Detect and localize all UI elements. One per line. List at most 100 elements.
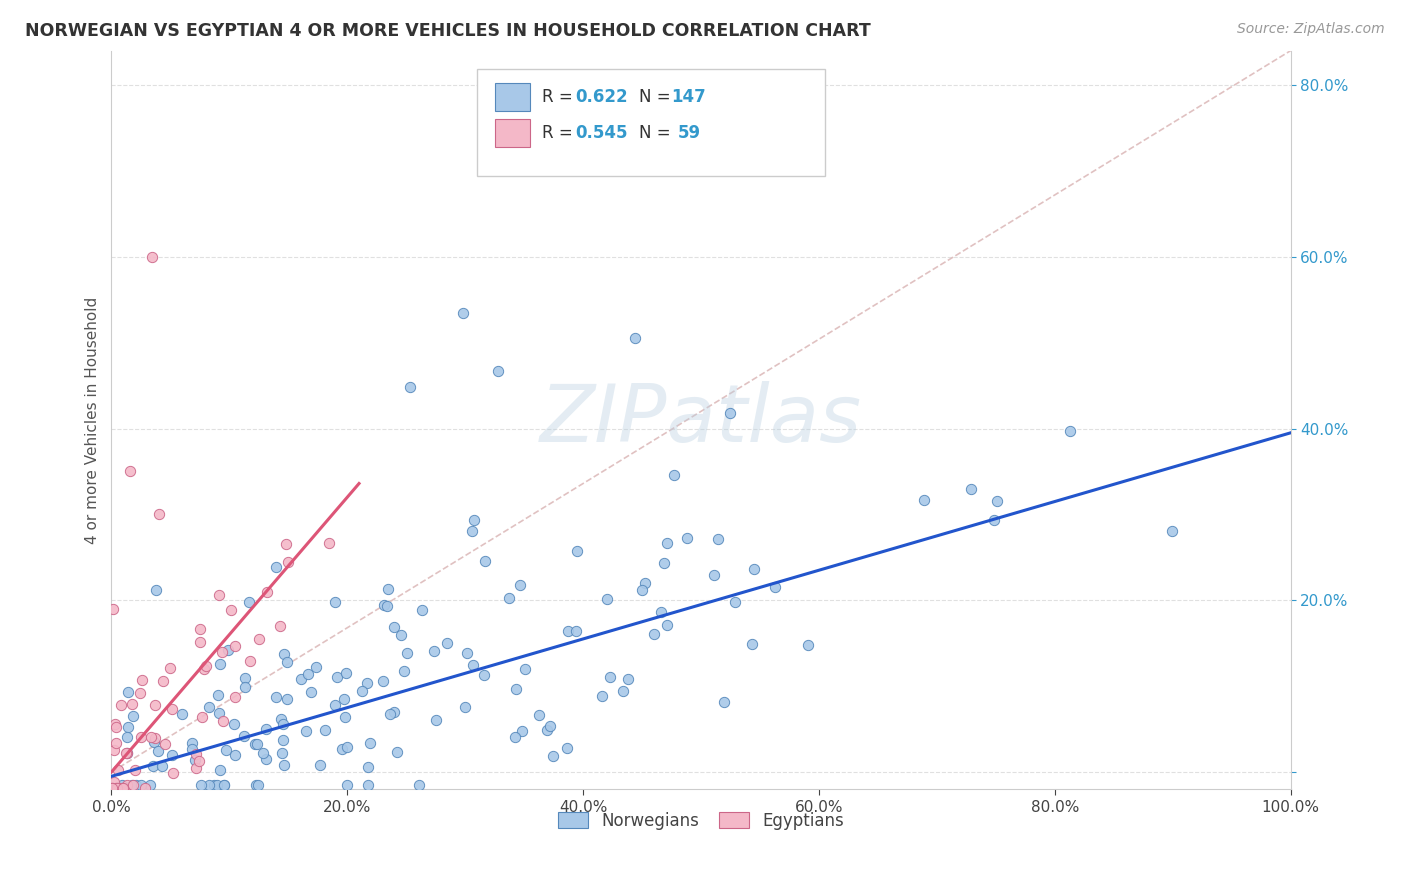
Point (274, 537, 297, 551)
Point (540, 719, 562, 733)
Point (134, 780, 156, 795)
Point (148, 508, 170, 522)
Point (273, 757, 295, 772)
Point (463, 658, 485, 673)
Point (208, 706, 231, 721)
Point (529, 707, 551, 722)
Text: R =: R = (541, 124, 578, 143)
Point (247, 632, 270, 646)
Point (224, 640, 246, 654)
Point (103, 716, 125, 731)
Point (110, 698, 132, 712)
Point (232, 730, 254, 744)
Point (596, 592, 619, 607)
Point (111, 780, 134, 795)
Point (411, 603, 433, 617)
Point (655, 617, 678, 632)
Point (103, 743, 125, 757)
Point (323, 698, 346, 712)
Point (153, 737, 176, 751)
FancyBboxPatch shape (477, 70, 825, 177)
Point (122, 709, 145, 723)
Point (121, 778, 143, 792)
Point (425, 713, 447, 727)
FancyBboxPatch shape (495, 119, 530, 146)
Point (122, 778, 145, 792)
Point (145, 583, 167, 598)
Point (509, 577, 531, 591)
Point (486, 364, 509, 378)
Point (224, 747, 246, 762)
Point (105, 720, 128, 734)
Point (318, 535, 340, 549)
Point (326, 670, 349, 684)
FancyBboxPatch shape (495, 83, 530, 112)
Point (336, 778, 359, 792)
Point (713, 695, 735, 709)
Point (655, 536, 678, 550)
Point (111, 778, 134, 792)
Point (209, 764, 232, 778)
Point (205, 778, 228, 792)
Point (624, 331, 647, 345)
Point (114, 747, 136, 761)
Point (181, 741, 204, 756)
Point (454, 700, 477, 714)
Point (983, 513, 1005, 527)
Point (139, 730, 162, 744)
Point (160, 702, 183, 716)
Point (652, 556, 675, 570)
Point (188, 622, 211, 636)
Point (139, 778, 162, 792)
Point (193, 662, 215, 676)
Point (557, 624, 579, 638)
Text: ZIPatlas: ZIPatlas (540, 381, 862, 459)
Point (252, 746, 274, 760)
Point (720, 406, 742, 420)
Point (271, 717, 294, 731)
Point (131, 673, 153, 687)
Point (101, 780, 124, 795)
Point (273, 647, 295, 661)
Point (198, 700, 221, 714)
Text: 0.622: 0.622 (575, 88, 627, 106)
Point (371, 673, 394, 688)
Point (107, 780, 129, 795)
Text: N =: N = (638, 124, 675, 143)
Point (456, 646, 478, 660)
Point (541, 749, 564, 764)
Point (124, 763, 146, 777)
Point (276, 692, 298, 706)
Point (505, 682, 527, 697)
Point (142, 735, 165, 749)
Point (152, 758, 174, 772)
Point (373, 598, 395, 612)
Point (107, 763, 129, 777)
Point (111, 780, 134, 795)
Point (389, 627, 412, 641)
Point (382, 620, 405, 634)
Point (191, 709, 214, 723)
Point (264, 690, 287, 705)
Point (152, 673, 174, 688)
Point (245, 737, 267, 751)
Point (664, 467, 686, 482)
Point (960, 482, 983, 496)
Point (245, 778, 267, 792)
Point (463, 513, 485, 527)
Point (276, 656, 298, 670)
Text: 147: 147 (672, 88, 706, 106)
Point (474, 554, 496, 568)
Point (246, 737, 269, 751)
Point (305, 660, 328, 674)
Point (377, 582, 399, 597)
Point (612, 684, 634, 698)
Point (204, 778, 226, 792)
Point (124, 778, 146, 792)
Legend: Norwegians, Egyptians: Norwegians, Egyptians (551, 805, 851, 837)
Point (269, 618, 291, 632)
Point (235, 671, 257, 685)
Point (217, 643, 239, 657)
Point (270, 712, 292, 726)
Point (115, 747, 138, 761)
